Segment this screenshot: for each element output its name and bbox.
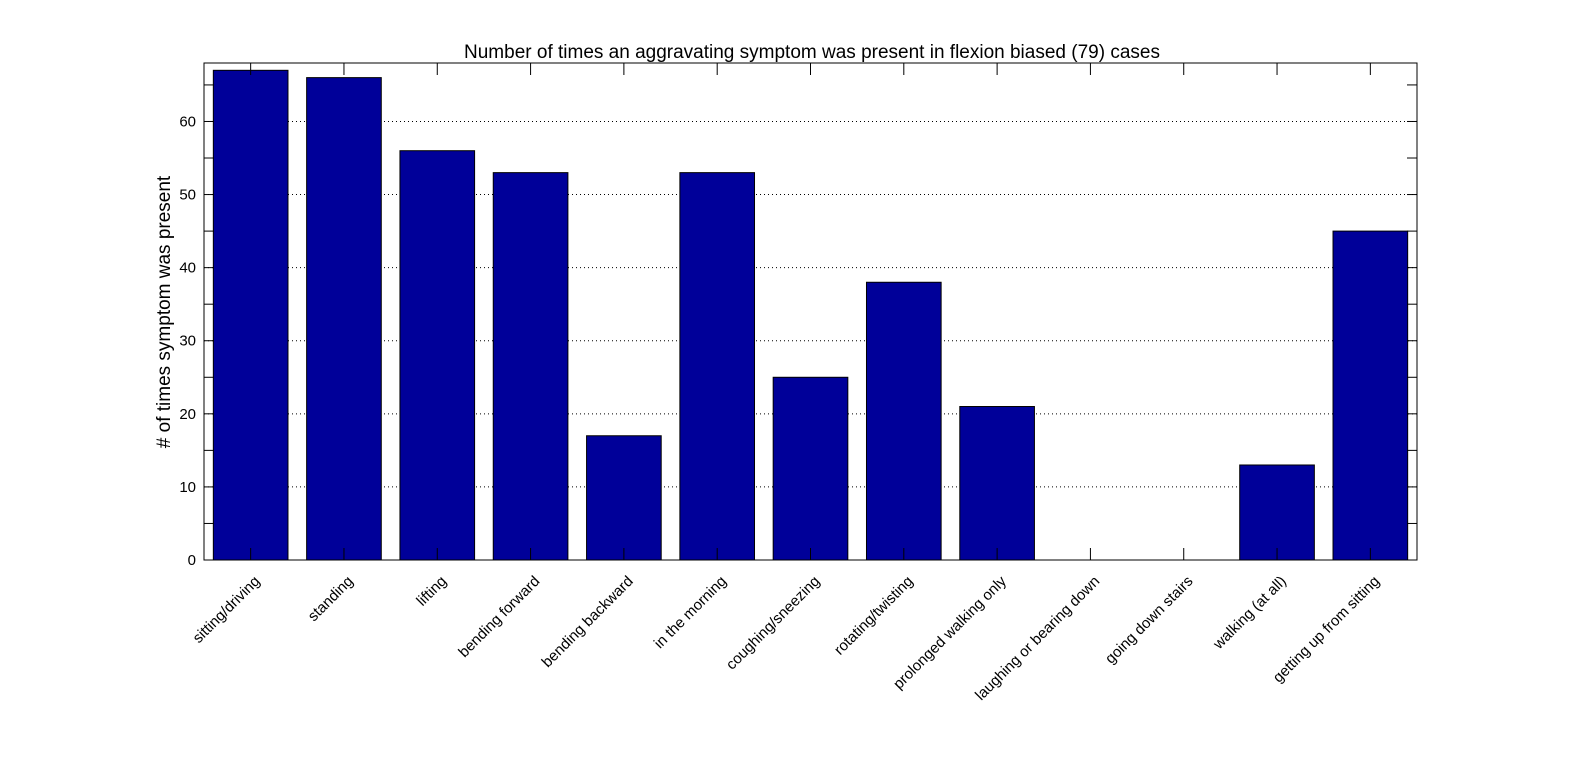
x-tick-label: bending backward — [539, 573, 637, 671]
bars — [212, 69, 1409, 561]
x-tick-label: coughing/sneezing — [723, 573, 823, 673]
y-tick-label: 50 — [179, 187, 196, 204]
axes — [203, 62, 1418, 561]
y-tick-labels: 0 10 20 30 40 50 60 — [179, 113, 196, 569]
x-tick-label: going down stairs — [1102, 573, 1197, 668]
y-axis-label: # of times symptom was present — [154, 175, 175, 448]
x-tick-labels: sitting/driving standing lifting bending fo… — [190, 572, 1384, 703]
bar — [865, 281, 942, 561]
y-tick-label: 60 — [179, 113, 196, 130]
y-tick-label: 30 — [179, 333, 196, 350]
bar — [306, 77, 382, 561]
x-tick-label: rotating/twisting — [831, 573, 917, 659]
x-tick-label: bending forward — [455, 573, 543, 661]
y-tick-label: 20 — [179, 406, 196, 423]
bar — [399, 150, 476, 561]
bar — [586, 435, 662, 561]
bar — [959, 406, 1035, 561]
y-tick-label: 10 — [179, 479, 196, 496]
chart-title: Number of times an aggravating symptom w… — [464, 42, 1160, 63]
x-tick-label: walking (at all) — [1209, 573, 1290, 654]
y-tick-label: 0 — [188, 552, 196, 569]
x-tick-label: in the morning — [651, 573, 730, 652]
bar — [679, 172, 756, 561]
bar — [772, 376, 849, 561]
bar — [492, 172, 569, 561]
bar — [1332, 230, 1409, 561]
x-tick-label: lifting — [413, 573, 450, 610]
y-tick-label: 40 — [179, 260, 196, 277]
bar — [212, 69, 289, 561]
x-tick-label: sitting/driving — [190, 573, 264, 647]
x-tick-label: standing — [305, 573, 357, 625]
plot-frame — [203, 62, 1418, 561]
bar — [1239, 464, 1315, 561]
x-tick-label: getting up from sitting — [1270, 573, 1383, 686]
